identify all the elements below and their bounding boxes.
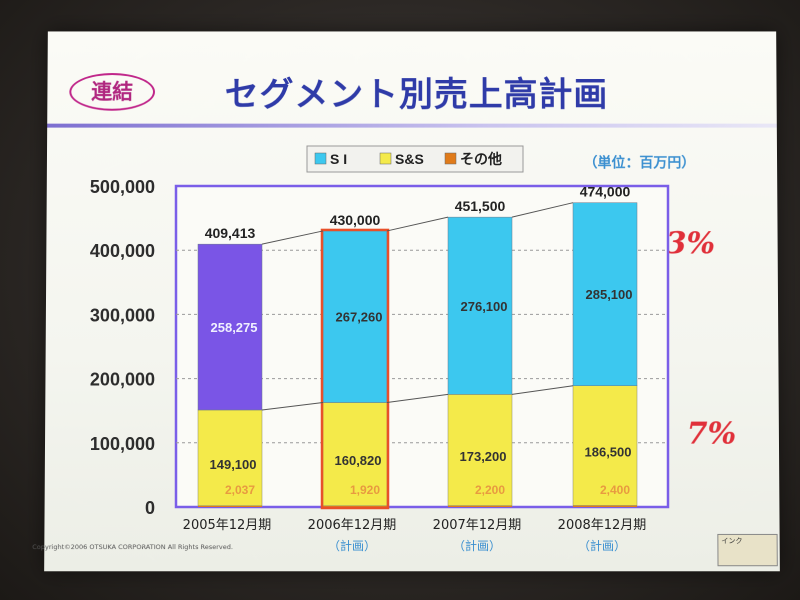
si-value-label: 276,100: [461, 299, 508, 314]
legend-swatch: [380, 153, 391, 164]
x-tick-label: 2006年12月期: [308, 518, 397, 533]
y-tick-label: 400,000: [90, 241, 155, 261]
x-tick-note: （計画）: [453, 538, 501, 553]
other-value-label: 2,400: [600, 483, 630, 497]
legend-label: その他: [460, 151, 502, 167]
other-value-label: 1,920: [350, 483, 380, 497]
x-tick-note: （計画）: [578, 538, 626, 553]
total-label: 430,000: [330, 212, 381, 228]
x-tick-label: 2007年12月期: [433, 518, 522, 533]
legend-swatch: [445, 153, 456, 164]
x-tick-label: 2008年12月期: [558, 518, 647, 533]
si-value-label: 258,275: [211, 320, 258, 335]
x-tick-label: 2005年12月期: [183, 518, 272, 533]
y-tick-label: 500,000: [90, 177, 155, 197]
ss-value-label: 186,500: [585, 445, 632, 460]
total-label: 409,413: [205, 225, 256, 241]
legend-label: S I: [330, 151, 347, 167]
total-label: 451,500: [455, 198, 506, 214]
y-tick-label: 200,000: [90, 370, 155, 390]
ss-value-label: 149,100: [210, 457, 257, 472]
si-value-label: 285,100: [586, 287, 633, 302]
other-value-label: 2,200: [475, 483, 505, 497]
y-tick-label: 100,000: [90, 434, 155, 454]
legend-label: S&S: [395, 151, 424, 167]
total-label: 474,000: [580, 184, 631, 200]
x-tick-note: （計画）: [328, 538, 376, 553]
si-value-label: 267,260: [336, 310, 383, 325]
ss-value-label: 173,200: [460, 449, 507, 464]
y-tick-label: 300,000: [90, 305, 155, 325]
ss-value-label: 160,820: [335, 453, 382, 468]
legend-swatch: [315, 153, 326, 164]
y-tick-label: 0: [145, 498, 155, 518]
other-value-label: 2,037: [225, 483, 255, 497]
